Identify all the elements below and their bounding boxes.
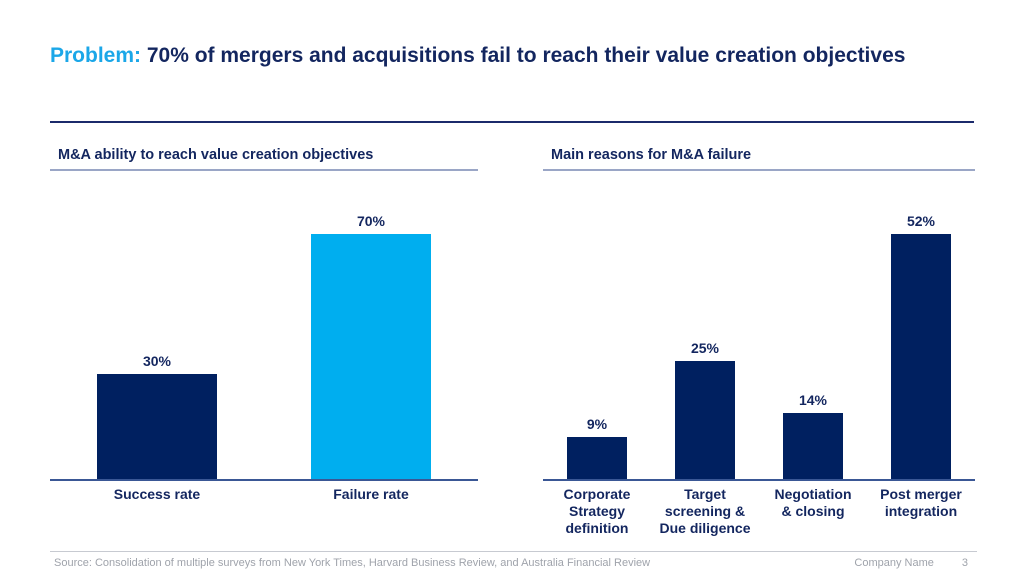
bar [567, 437, 627, 479]
bar [783, 413, 843, 479]
category-label: Post merger integration [880, 486, 962, 519]
left-chart-section: M&A ability to reach value creation obje… [50, 146, 478, 503]
bar-value-label: 30% [142, 353, 172, 369]
slide-title-accent: Problem: [50, 44, 142, 67]
footer-divider-line [50, 551, 977, 552]
bar-cell: 52% [867, 213, 975, 479]
bar-value-label: 9% [586, 416, 608, 432]
title-divider-line [50, 121, 974, 123]
bar [675, 361, 735, 479]
right-chart-category-labels: Corporate Strategy definition Target scre… [543, 486, 975, 537]
category-label: Corporate Strategy definition [563, 486, 631, 536]
bar-value-label: 70% [356, 213, 386, 229]
left-chart-plot: 30% 70% [50, 209, 478, 481]
right-chart-plot: 9% 25% 14% 52% [543, 209, 975, 481]
bar-cell: 25% [651, 340, 759, 479]
bar-cell: 30% [50, 353, 264, 479]
bar-value-label: 14% [798, 392, 828, 408]
right-chart-section: Main reasons for M&A failure 9% 25% 14% 52%… [543, 146, 975, 537]
bar-value-label: 52% [906, 213, 936, 229]
category-label: Target screening & Due diligence [659, 486, 751, 536]
category-label: Negotiation & closing [774, 486, 852, 519]
bar [891, 234, 951, 479]
page-number: 3 [961, 557, 968, 569]
bar [311, 234, 431, 479]
source-note: Source: Consolidation of multiple survey… [54, 557, 651, 569]
bar [97, 374, 217, 479]
bar-cell: 14% [759, 392, 867, 479]
bar-cell: 9% [543, 416, 651, 479]
category-label: Success rate [113, 486, 201, 502]
bar-cell: 70% [264, 213, 478, 479]
left-chart-category-labels: Success rate Failure rate [50, 486, 478, 503]
right-chart-header: Main reasons for M&A failure [543, 146, 975, 171]
slide-title-rest: 70% of mergers and acquisitions fail to … [141, 44, 906, 67]
category-label: Failure rate [333, 486, 409, 502]
bar-value-label: 25% [690, 340, 720, 356]
company-name: Company Name [854, 557, 934, 569]
slide-title: Problem: 70% of mergers and acquisitions… [50, 42, 972, 70]
footer-right: Company Name 3 [854, 557, 968, 569]
left-chart-header: M&A ability to reach value creation obje… [50, 146, 478, 171]
